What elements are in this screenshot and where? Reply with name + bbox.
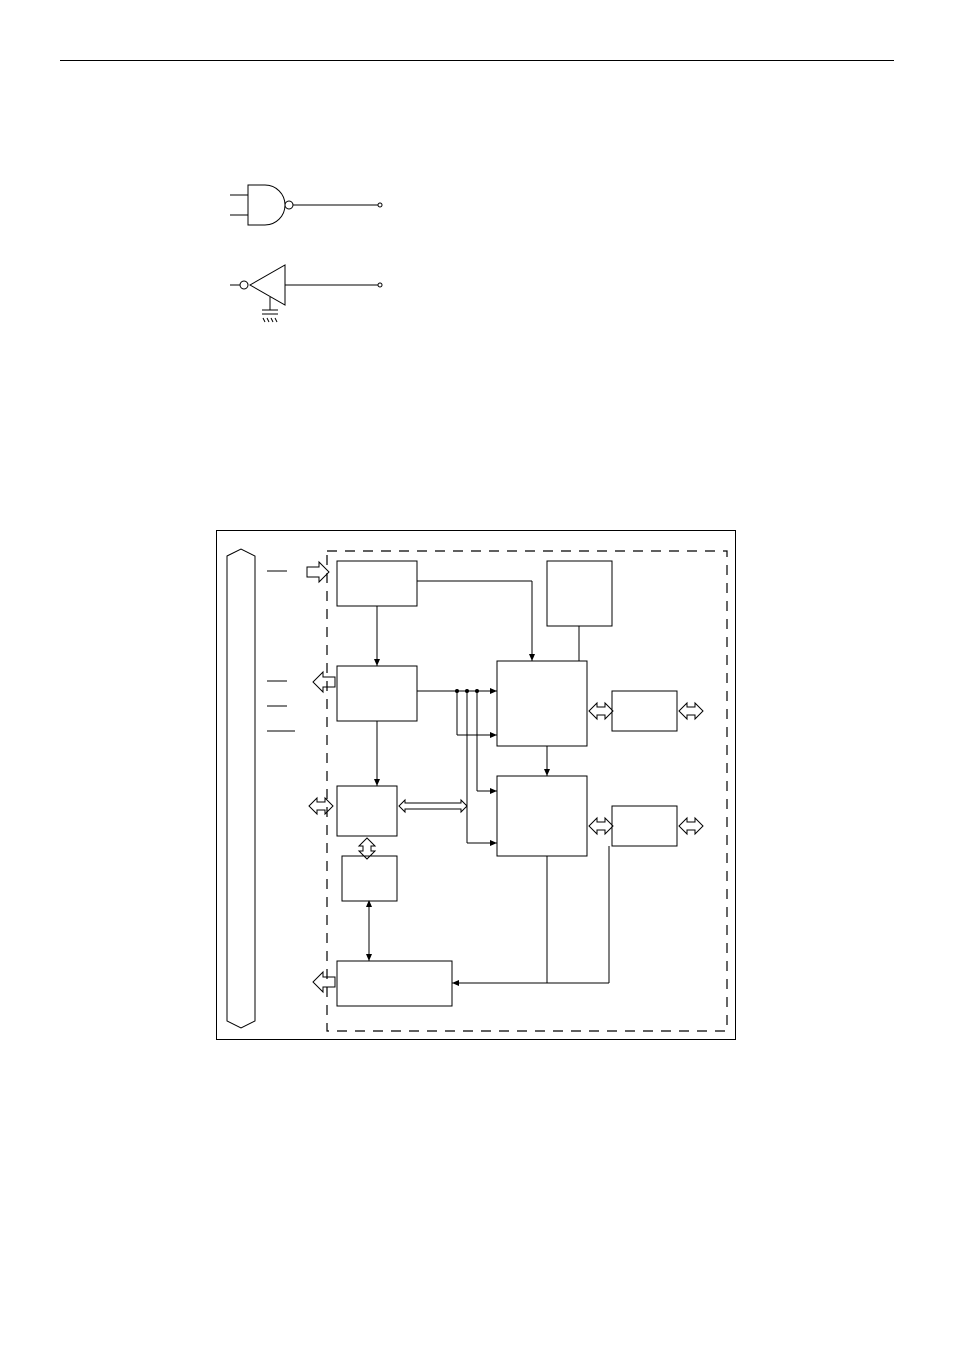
hollow-arrow-bi-e-ext bbox=[679, 703, 703, 719]
hollow-arrow-bi-g-h bbox=[589, 818, 613, 834]
bus-bar bbox=[227, 549, 255, 1028]
hollow-arrow-bi-h-ext bbox=[679, 818, 703, 834]
hollow-arrow-out-j bbox=[313, 972, 335, 992]
block-i bbox=[342, 856, 397, 901]
block-diagram-container bbox=[216, 530, 736, 1040]
dashed-module-border bbox=[327, 551, 727, 1031]
block-d bbox=[497, 661, 587, 746]
nand-gate-symbol bbox=[230, 180, 390, 240]
block-h bbox=[612, 806, 677, 846]
block-diagram bbox=[217, 531, 737, 1041]
hollow-arrow-in-top bbox=[307, 562, 329, 582]
tristate-buffer-symbol bbox=[230, 260, 390, 340]
hollow-arrow-bi-f bbox=[309, 798, 333, 814]
block-c bbox=[337, 666, 417, 721]
hollow-arrow-bi-f-g bbox=[399, 800, 467, 812]
block-g bbox=[497, 776, 587, 856]
block-a bbox=[337, 561, 417, 606]
block-f bbox=[337, 786, 397, 836]
header-rule bbox=[60, 60, 894, 61]
hollow-arrow-out-c bbox=[313, 672, 335, 692]
block-e bbox=[612, 691, 677, 731]
block-b bbox=[547, 561, 612, 626]
hollow-arrow-bi-d-e bbox=[589, 703, 613, 719]
block-j bbox=[337, 961, 452, 1006]
